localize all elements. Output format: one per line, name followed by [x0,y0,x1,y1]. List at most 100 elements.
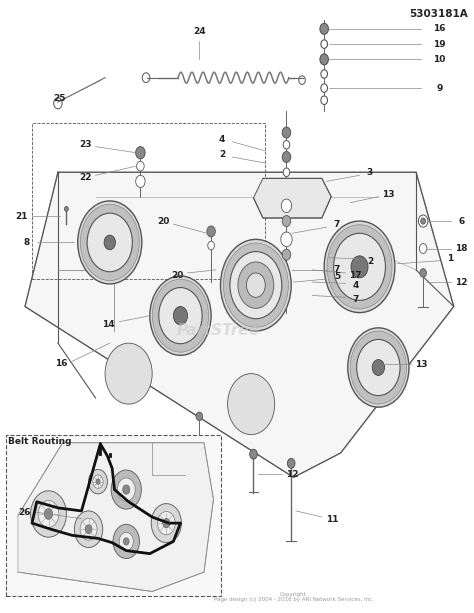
Text: 14: 14 [102,320,115,329]
Circle shape [419,243,427,253]
Text: 25: 25 [53,94,65,103]
Circle shape [282,216,291,227]
Circle shape [282,151,291,162]
Circle shape [282,127,291,138]
Text: 2: 2 [367,257,373,266]
Circle shape [357,340,400,395]
Circle shape [334,234,385,300]
Text: 21: 21 [15,211,28,221]
Circle shape [324,221,395,313]
Circle shape [287,459,295,468]
Text: 23: 23 [79,140,91,149]
Circle shape [157,511,175,535]
Text: Belt Routing: Belt Routing [9,438,72,446]
Circle shape [207,226,215,237]
Circle shape [321,70,328,78]
Text: 16: 16 [55,359,68,368]
Circle shape [31,491,66,537]
Circle shape [119,532,133,550]
Circle shape [163,519,170,528]
Text: 10: 10 [433,55,446,64]
Circle shape [321,40,328,48]
Circle shape [136,175,145,188]
Text: 7: 7 [334,265,340,275]
Circle shape [96,479,100,484]
Circle shape [327,225,392,309]
Circle shape [321,96,328,104]
Circle shape [220,239,291,331]
Text: Copyright
Page design (c) 2004 - 2016 by ARI Network Services, Inc.: Copyright Page design (c) 2004 - 2016 by… [214,592,374,603]
Circle shape [93,475,103,489]
Text: PartSTree: PartSTree [177,324,260,338]
Circle shape [321,84,328,93]
Circle shape [123,538,129,545]
Text: 20: 20 [171,271,183,280]
Circle shape [89,470,108,494]
Text: 17: 17 [349,271,362,280]
Circle shape [80,518,97,540]
Circle shape [113,524,139,558]
Circle shape [159,287,202,344]
Circle shape [173,306,188,325]
Polygon shape [18,443,213,592]
Circle shape [74,511,103,547]
Circle shape [283,183,290,192]
Circle shape [78,201,142,284]
Text: 9: 9 [437,83,443,93]
Circle shape [250,449,257,459]
Text: 4: 4 [219,135,225,144]
Text: 5303181A: 5303181A [409,9,468,19]
Text: 12: 12 [286,470,299,479]
Polygon shape [25,172,454,478]
Text: 26: 26 [18,508,31,517]
Circle shape [137,161,144,171]
Circle shape [196,412,202,421]
Circle shape [320,54,328,65]
Circle shape [351,256,368,278]
Text: 16: 16 [433,25,446,33]
Text: 7: 7 [353,295,359,304]
Text: 19: 19 [433,40,446,48]
Circle shape [283,168,290,177]
Circle shape [152,279,209,352]
Circle shape [283,140,290,149]
Circle shape [283,198,290,208]
Circle shape [104,235,116,249]
Text: 1: 1 [447,254,453,263]
Circle shape [419,215,428,227]
Circle shape [282,249,291,260]
Circle shape [111,470,141,509]
Circle shape [372,360,384,375]
Text: 18: 18 [456,244,468,253]
Circle shape [230,251,282,319]
Circle shape [123,485,130,494]
Circle shape [281,199,292,213]
Text: 7: 7 [334,220,340,229]
Text: 8: 8 [23,238,29,247]
Circle shape [80,204,139,281]
Text: 22: 22 [79,173,91,182]
Polygon shape [254,178,331,218]
Text: 6: 6 [459,216,465,226]
FancyBboxPatch shape [6,435,220,596]
Circle shape [238,262,274,308]
Text: 24: 24 [193,28,206,36]
Text: 13: 13 [416,360,428,369]
Circle shape [151,504,182,543]
Text: 3: 3 [367,169,373,177]
Circle shape [421,218,426,224]
Circle shape [117,478,135,501]
Circle shape [350,331,407,404]
Text: 12: 12 [456,278,468,287]
Text: 11: 11 [326,515,338,524]
Circle shape [45,509,53,519]
Circle shape [320,23,328,34]
Circle shape [281,232,292,246]
Text: 20: 20 [157,217,169,226]
Text: 2: 2 [219,150,225,159]
Circle shape [247,274,264,296]
Text: 15: 15 [193,476,206,485]
Text: 5: 5 [334,272,340,281]
Circle shape [348,328,409,407]
Circle shape [150,276,211,356]
